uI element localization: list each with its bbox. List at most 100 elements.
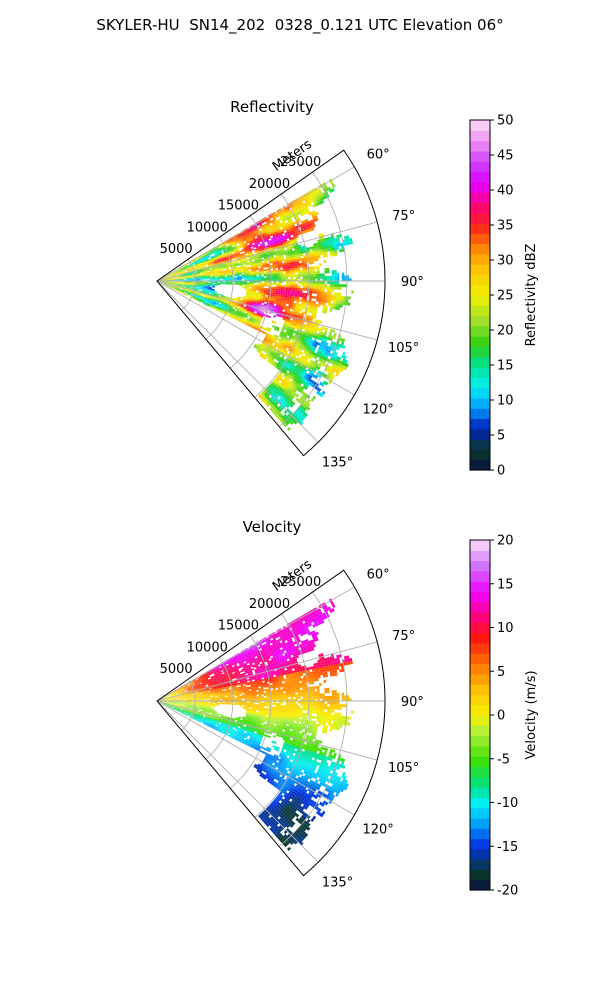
- radar-gate: [196, 291, 200, 294]
- radar-gate: [324, 357, 328, 362]
- radar-gate: [236, 311, 239, 314]
- radar-gate: [229, 244, 232, 247]
- radar-gate: [311, 295, 315, 299]
- radar-gate: [309, 271, 313, 275]
- radar-gate: [304, 199, 308, 203]
- radar-gate: [276, 257, 280, 261]
- radar-gate: [282, 390, 287, 394]
- radar-gate: [263, 274, 267, 277]
- radar-gate: [183, 278, 187, 279]
- radar-gate: [211, 270, 215, 272]
- radar-gate: [237, 251, 240, 254]
- radar-gate: [245, 306, 249, 310]
- radar-gate: [304, 342, 308, 346]
- radar-gate: [336, 292, 340, 296]
- radar-gate: [235, 261, 238, 264]
- radar-gate: [297, 339, 301, 344]
- radar-gate: [203, 259, 207, 261]
- radar-gate: [184, 290, 187, 292]
- radar-gate: [200, 284, 204, 286]
- radar-gate: [217, 274, 220, 276]
- radar-gate: [281, 219, 285, 223]
- radar-gate: [244, 260, 248, 263]
- radar-gate: [183, 277, 187, 279]
- radar-gate: [317, 304, 321, 308]
- radar-gate: [213, 308, 217, 310]
- radar-gate: [327, 239, 331, 244]
- radar-gate: [291, 261, 295, 265]
- radar-gate: [235, 655, 239, 658]
- radar-gate: [254, 260, 258, 263]
- radar-gate: [298, 313, 302, 316]
- radar-gate: [189, 268, 192, 271]
- radar-gate: [273, 281, 277, 284]
- radar-gate: [311, 354, 316, 359]
- radar-gate: [323, 338, 328, 343]
- colorbar-segment: [470, 212, 490, 224]
- radar-gate: [259, 396, 264, 400]
- radar-gate: [255, 239, 259, 242]
- radar-gate: [299, 210, 303, 214]
- radar-gate: [206, 268, 210, 270]
- radar-gate: [332, 275, 335, 279]
- radar-gate: [308, 202, 313, 207]
- radar-gate: [217, 278, 221, 280]
- radar-gate: [270, 354, 274, 358]
- radar-gate: [223, 295, 226, 298]
- radar-gate: [212, 283, 216, 285]
- radar-gate: [278, 245, 282, 248]
- radar-gate: [180, 272, 183, 274]
- radar-gate: [207, 289, 210, 292]
- radar-gate: [287, 317, 291, 320]
- radar-gate: [334, 281, 337, 285]
- radar-gate: [172, 272, 175, 275]
- radar-gate: [195, 266, 199, 268]
- radar-gate: [300, 272, 303, 275]
- radar-gate: [202, 296, 206, 299]
- radar-gate: [285, 252, 289, 255]
- radar-gate: [189, 292, 192, 294]
- radar-gate: [298, 199, 303, 203]
- radar-gate: [313, 316, 316, 320]
- radar-gate: [183, 281, 187, 283]
- radar-gate: [264, 398, 269, 402]
- radar-gate: [254, 241, 258, 245]
- radar-gate: [266, 217, 271, 221]
- radar-gate: [218, 244, 221, 248]
- radar-gate: [294, 298, 297, 302]
- radar-gate: [220, 264, 224, 266]
- radar-gate: [239, 301, 243, 303]
- radar-gate: [258, 646, 262, 650]
- radar-gate: [207, 275, 211, 277]
- radar-gate: [266, 342, 270, 346]
- radar-gate: [288, 313, 292, 316]
- radar-gate: [229, 315, 232, 318]
- radar-gate: [242, 315, 246, 318]
- radar-gate: [181, 279, 184, 280]
- radar-gate: [274, 309, 278, 313]
- radar-gate: [261, 304, 264, 307]
- radar-gate: [284, 368, 288, 373]
- radar-gate: [171, 283, 174, 285]
- radar-gate: [244, 243, 248, 247]
- radar-gate: [229, 282, 233, 284]
- radar-gate: [275, 252, 279, 255]
- radar-gate: [288, 331, 292, 335]
- radar-gate: [171, 277, 174, 279]
- radar-gate: [177, 288, 180, 290]
- radar-gate: [312, 194, 317, 199]
- radar-gate: [303, 255, 306, 259]
- radar-gate: [312, 286, 315, 289]
- radar-gate: [277, 294, 281, 297]
- radar-gate: [285, 342, 289, 346]
- radar-gate: [283, 287, 286, 290]
- radar-gate: [249, 275, 252, 277]
- colorbar-tick-label: 15: [497, 359, 514, 374]
- radar-gate: [291, 352, 295, 357]
- radar-gate: [236, 273, 240, 275]
- radar-gate: [315, 362, 320, 367]
- radar-gate: [245, 319, 249, 323]
- radar-gate: [284, 399, 289, 403]
- radar-gate: [301, 301, 304, 305]
